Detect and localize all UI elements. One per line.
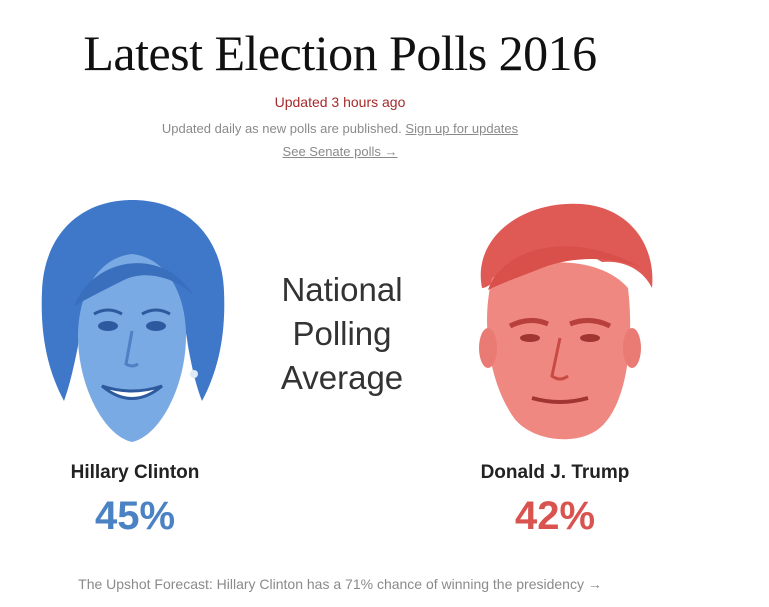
update-notice-text: Updated daily as new polls are published… <box>161 121 402 136</box>
signup-link[interactable]: Sign up for updates <box>405 121 519 136</box>
trump-name: Donald J. Trump <box>480 462 630 483</box>
upshot-forecast-link[interactable]: The Upshot Forecast: Hillary Clinton has… <box>78 576 602 592</box>
senate-polls-link[interactable]: See Senate polls → <box>282 144 398 159</box>
center-label-line2: Polling <box>292 315 392 352</box>
clinton-name: Hillary Clinton <box>70 462 200 483</box>
clinton-portrait <box>41 200 225 442</box>
clinton-percent: 45% <box>94 494 176 538</box>
trump-percent: 42% <box>514 494 596 538</box>
center-label-line1: National <box>281 271 403 308</box>
senate-polls-row: See Senate polls → <box>0 144 680 159</box>
updated-timestamp: Updated 3 hours ago <box>274 94 406 110</box>
update-notice: Updated daily as new polls are published… <box>0 121 680 136</box>
center-label-line3: Average <box>280 359 404 396</box>
national-polling-average-label: National Polling Average <box>252 268 432 400</box>
page-title: Latest Election Polls 2016 <box>83 25 597 81</box>
trump-portrait <box>479 203 653 440</box>
